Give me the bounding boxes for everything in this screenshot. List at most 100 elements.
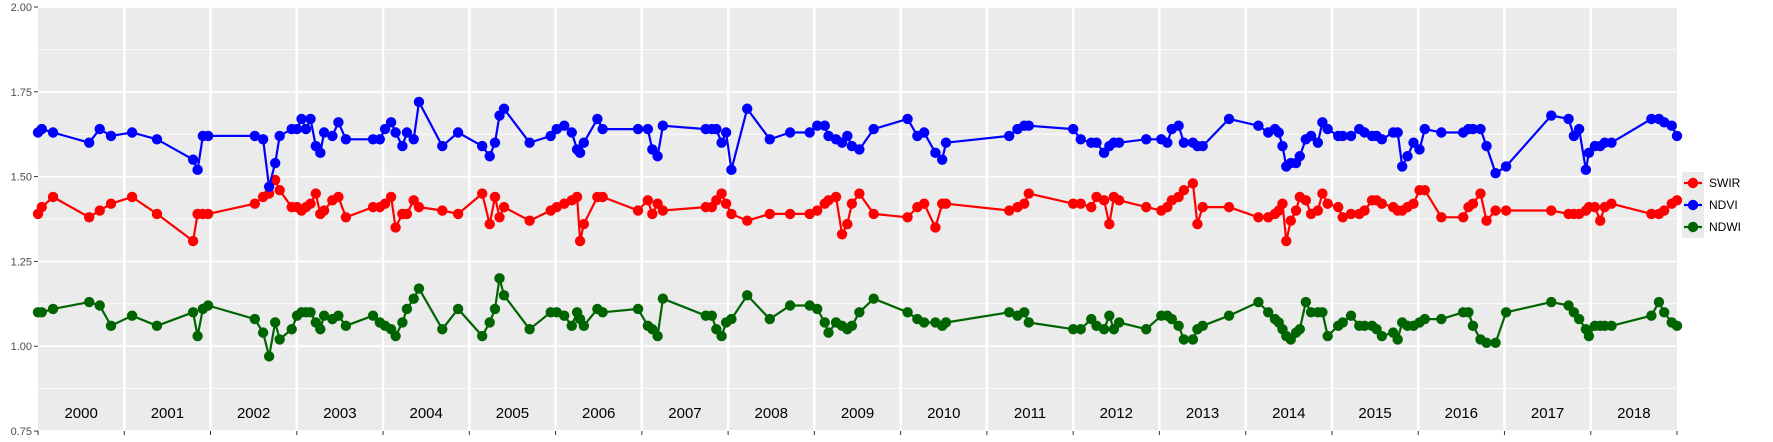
data-point xyxy=(902,212,913,223)
data-point xyxy=(657,120,669,131)
data-point xyxy=(274,130,285,142)
data-point xyxy=(1166,313,1178,325)
data-point xyxy=(401,303,413,315)
data-point xyxy=(1475,188,1486,199)
data-point xyxy=(94,123,105,135)
data-point xyxy=(1546,110,1557,121)
data-point xyxy=(764,313,775,325)
data-point xyxy=(187,154,199,165)
data-point xyxy=(716,330,727,342)
data-point xyxy=(1583,147,1595,159)
data-point xyxy=(726,208,737,220)
data-point xyxy=(263,181,275,192)
data-point xyxy=(401,208,413,220)
data-point xyxy=(1075,198,1086,209)
data-point xyxy=(333,117,344,128)
data-point xyxy=(1595,215,1606,226)
data-point xyxy=(263,351,275,362)
data-point xyxy=(597,307,608,318)
data-point xyxy=(842,218,853,230)
data-point xyxy=(300,123,312,135)
data-point xyxy=(652,330,663,342)
data-point xyxy=(1197,140,1208,152)
data-point xyxy=(1580,164,1592,176)
data-point xyxy=(1436,212,1447,223)
data-point xyxy=(545,130,556,142)
data-point xyxy=(1098,324,1110,335)
data-point xyxy=(1104,310,1115,321)
data-point xyxy=(652,151,663,162)
data-point xyxy=(854,188,865,199)
data-point xyxy=(333,191,344,203)
data-point xyxy=(1546,205,1557,216)
data-point xyxy=(401,127,413,138)
data-point xyxy=(390,330,401,342)
data-point xyxy=(1490,168,1501,179)
data-point xyxy=(1408,137,1419,148)
data-point xyxy=(437,324,448,335)
data-point xyxy=(846,320,858,332)
data-point xyxy=(1392,127,1403,138)
data-point xyxy=(1312,205,1324,216)
data-point xyxy=(642,195,654,206)
data-point xyxy=(764,208,775,220)
data-point xyxy=(489,191,501,203)
data-point xyxy=(1317,307,1328,318)
data-point xyxy=(726,313,737,325)
data-point xyxy=(36,123,47,135)
data-point xyxy=(274,184,285,196)
data-point xyxy=(257,327,269,338)
data-point xyxy=(1408,198,1419,209)
year-label: 2003 xyxy=(323,405,356,422)
data-point xyxy=(1023,188,1034,199)
data-point xyxy=(936,154,948,165)
data-point xyxy=(305,307,316,318)
data-point xyxy=(566,127,577,138)
year-label-layer: 2000 2001 2002 2003 2004 2005 2006 2007 2008 2009… xyxy=(64,405,1650,422)
data-point xyxy=(105,320,117,332)
data-point xyxy=(1187,334,1199,345)
data-point xyxy=(484,218,495,230)
data-point xyxy=(83,137,95,148)
data-point xyxy=(408,134,419,145)
data-point xyxy=(126,127,138,138)
data-point xyxy=(327,130,338,142)
year-label: 2010 xyxy=(927,405,960,422)
data-point xyxy=(764,134,775,145)
data-point xyxy=(1104,218,1115,230)
data-point xyxy=(1098,195,1110,206)
legend-key-point xyxy=(1687,221,1699,233)
data-point xyxy=(1253,212,1264,223)
data-point xyxy=(202,130,214,142)
data-point xyxy=(1659,307,1670,318)
data-point xyxy=(784,127,796,138)
year-label: 2016 xyxy=(1445,405,1478,422)
data-point xyxy=(1223,113,1235,125)
data-point xyxy=(720,127,732,138)
data-point xyxy=(305,113,316,125)
data-point xyxy=(1345,310,1357,321)
data-point xyxy=(930,147,941,159)
data-point xyxy=(1086,201,1097,213)
data-point xyxy=(1004,205,1015,216)
data-point xyxy=(1402,151,1413,162)
data-point xyxy=(1294,151,1306,162)
data-point xyxy=(1573,313,1585,325)
data-point xyxy=(1659,205,1670,216)
data-point xyxy=(1481,140,1492,152)
data-point xyxy=(918,317,930,328)
data-point xyxy=(1436,313,1447,325)
series-ndwi xyxy=(32,273,1683,362)
data-point xyxy=(126,310,138,321)
data-point xyxy=(367,310,379,321)
data-point xyxy=(1023,120,1034,131)
legend-key-point xyxy=(1687,177,1699,189)
y-tick-label: 1.00 xyxy=(11,341,32,353)
data-point xyxy=(1322,330,1333,342)
y-tick-label: 2.00 xyxy=(11,2,32,14)
data-point xyxy=(310,188,322,199)
year-label: 2015 xyxy=(1358,405,1391,422)
data-point xyxy=(318,127,330,138)
year-label: 2009 xyxy=(841,405,874,422)
data-point xyxy=(1392,334,1403,345)
